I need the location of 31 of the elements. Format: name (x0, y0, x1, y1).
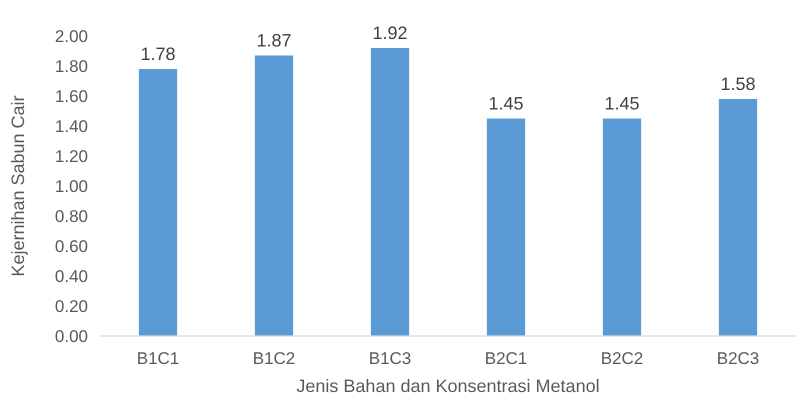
y-tick-label: 2.00 (54, 26, 88, 46)
data-label: 1.78 (140, 44, 176, 64)
y-tick-label: 1.00 (54, 176, 88, 196)
bar (602, 118, 642, 336)
x-tick-label: B2C1 (484, 349, 528, 368)
bar (254, 56, 294, 336)
y-tick-label: 1.20 (54, 146, 88, 166)
x-tick-label: B2C2 (600, 349, 644, 368)
bar (718, 99, 758, 336)
y-axis-title: Kejernihan Sabun Cair (8, 95, 28, 277)
bar (138, 69, 178, 336)
data-label: 1.92 (372, 23, 408, 43)
data-label: 1.45 (488, 94, 524, 114)
bar (486, 118, 526, 336)
x-tick-label: B2C3 (716, 349, 760, 368)
y-tick-label: 0.40 (54, 266, 88, 286)
data-label: 1.87 (256, 30, 292, 50)
bar (370, 48, 410, 336)
data-label: 1.58 (720, 74, 756, 94)
y-tick-label: 1.80 (54, 56, 88, 76)
y-tick-label: 0.20 (54, 296, 88, 316)
y-tick-label: 0.00 (54, 326, 88, 346)
y-tick-label: 0.60 (54, 236, 88, 256)
x-axis-title: Jenis Bahan dan Konsentrasi Metanol (296, 376, 600, 396)
x-tick-label: B1C3 (368, 349, 412, 368)
y-tick-label: 1.60 (54, 86, 88, 106)
data-label: 1.45 (604, 94, 640, 114)
y-tick-label: 0.80 (54, 206, 88, 226)
y-tick-label: 1.40 (54, 116, 88, 136)
x-tick-label: B1C2 (252, 349, 296, 368)
x-tick-label: B1C1 (136, 349, 180, 368)
